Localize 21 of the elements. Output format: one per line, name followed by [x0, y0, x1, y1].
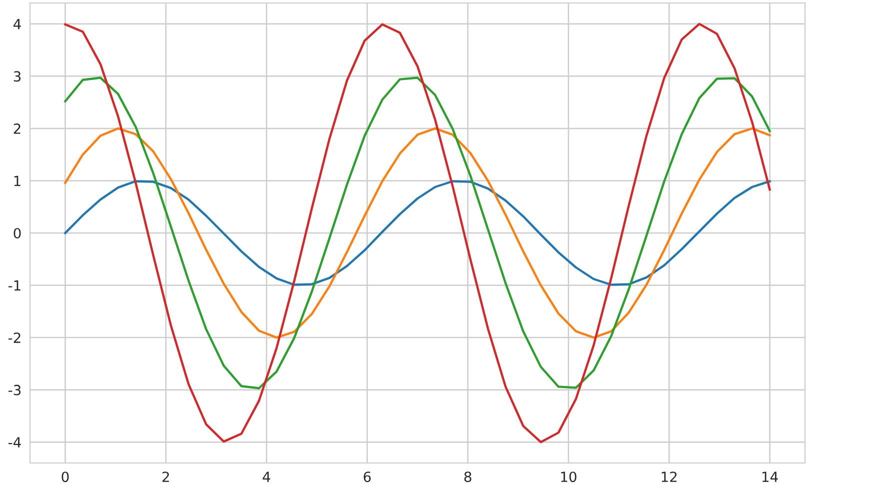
x-tick-label: 12 [662, 472, 677, 482]
y-tick-label: -4 [8, 437, 21, 448]
y-tick-label: 1 [14, 176, 20, 186]
x-tick-label: 2 [162, 472, 169, 482]
line-series [64, 127, 771, 339]
line-series [64, 180, 771, 286]
y-tick-label: 2 [14, 123, 20, 134]
x-tick-label: 0 [62, 472, 69, 482]
x-tick-label: 4 [262, 472, 270, 482]
y-tick-label: -3 [8, 384, 21, 396]
y-tick-label: 0 [14, 228, 21, 238]
x-tick-label: 6 [364, 472, 371, 482]
x-tick-label: 8 [464, 472, 472, 482]
line-series [64, 22, 771, 444]
x-tick-label: 10 [561, 472, 576, 482]
y-tick-label: 3 [14, 71, 21, 82]
line-series [64, 76, 771, 390]
y-tick-label: -2 [8, 332, 20, 343]
x-tick-label: 14 [762, 472, 778, 482]
y-tick-label: -1 [8, 280, 20, 291]
y-tick-label: 4 [14, 19, 21, 30]
